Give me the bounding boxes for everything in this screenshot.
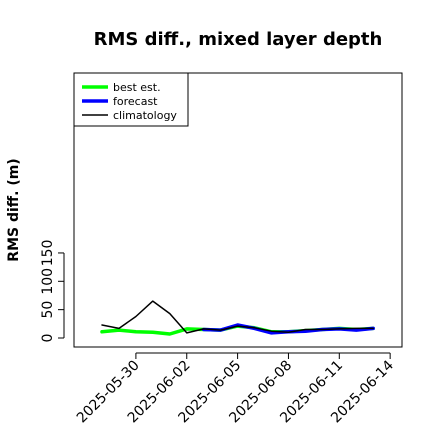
- legend-label-forecast: forecast: [113, 95, 158, 108]
- y-tick-label: 150: [40, 240, 56, 267]
- legend-label-best-est: best est.: [113, 81, 161, 94]
- plot-frame: [73, 72, 403, 348]
- chart-title: RMS diff., mixed layer depth: [94, 29, 383, 50]
- y-axis-label: RMS diff. (m): [6, 158, 22, 261]
- axes-layer: 0501001502025-05-302025-06-022025-06-052…: [40, 240, 397, 427]
- series-layer: [100, 300, 375, 336]
- series-line-climatology: [101, 300, 374, 334]
- legend: best est. forecast climatology: [73, 72, 189, 127]
- y-tick-label: 0: [40, 334, 56, 343]
- legend-label-climatology: climatology: [113, 109, 177, 122]
- y-tick-label: 50: [40, 301, 56, 319]
- y-tick-label: 100: [40, 268, 56, 295]
